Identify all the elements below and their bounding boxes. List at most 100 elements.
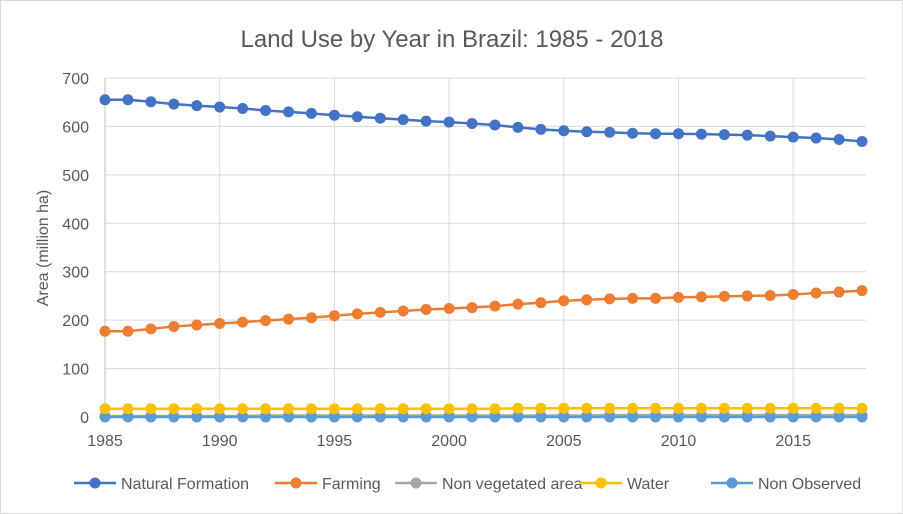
data-point	[718, 402, 730, 414]
legend-label: Natural Formation	[121, 476, 249, 493]
data-point	[351, 411, 363, 423]
data-point	[122, 411, 134, 423]
series-farming	[99, 285, 868, 337]
data-point	[374, 112, 386, 124]
data-point	[305, 312, 317, 324]
data-point	[443, 411, 455, 423]
data-point	[741, 290, 753, 302]
data-point	[351, 403, 363, 415]
data-point	[374, 306, 386, 318]
data-point	[764, 402, 776, 414]
data-point	[328, 109, 340, 121]
data-point	[168, 320, 180, 332]
legend-marker	[726, 477, 738, 489]
data-point	[489, 403, 501, 415]
data-point	[672, 402, 684, 414]
series-natural-formation	[99, 94, 868, 147]
data-point	[305, 411, 317, 423]
data-point	[397, 114, 409, 126]
data-point	[856, 411, 868, 423]
data-point	[466, 302, 478, 314]
data-point	[420, 303, 432, 315]
data-point	[145, 96, 157, 108]
data-point	[535, 411, 547, 423]
data-point	[512, 298, 524, 310]
data-point	[397, 305, 409, 317]
data-point	[558, 411, 570, 423]
legend-item: Water	[580, 476, 670, 493]
data-point	[581, 126, 593, 138]
data-point	[260, 411, 272, 423]
data-point	[741, 411, 753, 423]
data-point	[305, 107, 317, 119]
legend-item: Non vegetated area	[395, 476, 583, 493]
data-point	[443, 403, 455, 415]
y-tick-label: 100	[62, 362, 89, 379]
data-point	[420, 115, 432, 127]
data-point	[443, 116, 455, 128]
data-point	[787, 288, 799, 300]
data-point	[718, 129, 730, 141]
data-point	[214, 411, 226, 423]
data-point	[695, 291, 707, 303]
legend-label: Farming	[322, 476, 381, 493]
data-point	[512, 402, 524, 414]
data-point	[145, 323, 157, 335]
data-point	[99, 403, 111, 415]
y-axis-label: Area (million ha)	[35, 190, 52, 306]
data-point	[535, 402, 547, 414]
data-point	[122, 403, 134, 415]
data-point	[466, 403, 478, 415]
legend-marker	[595, 477, 607, 489]
data-point	[145, 403, 157, 415]
y-tick-label: 200	[62, 313, 89, 330]
data-point	[627, 292, 639, 304]
data-point	[650, 128, 662, 140]
data-point	[283, 313, 295, 325]
data-point	[856, 402, 868, 414]
data-point	[420, 403, 432, 415]
data-point	[305, 403, 317, 415]
data-point	[328, 411, 340, 423]
data-point	[627, 127, 639, 139]
data-point	[122, 325, 134, 337]
x-tick-label: 1990	[202, 433, 238, 450]
data-point	[650, 411, 662, 423]
data-point	[695, 402, 707, 414]
data-point	[191, 403, 203, 415]
data-point	[627, 402, 639, 414]
data-point	[581, 402, 593, 414]
x-tick-label: 2005	[546, 433, 582, 450]
data-point	[741, 402, 753, 414]
data-point	[604, 402, 616, 414]
data-point	[810, 132, 822, 144]
data-point	[764, 411, 776, 423]
legend-item: Farming	[275, 476, 381, 493]
legend-marker	[290, 477, 302, 489]
chart-title: Land Use by Year in Brazil: 1985 - 2018	[241, 26, 664, 53]
data-point	[810, 411, 822, 423]
data-point	[718, 411, 730, 423]
data-point	[260, 315, 272, 327]
data-point	[351, 111, 363, 123]
data-point	[328, 310, 340, 322]
data-point	[558, 295, 570, 307]
data-point	[397, 403, 409, 415]
data-point	[810, 287, 822, 299]
data-point	[443, 303, 455, 315]
data-point	[650, 292, 662, 304]
data-point	[787, 402, 799, 414]
data-point	[695, 411, 707, 423]
data-point	[558, 125, 570, 137]
data-point	[214, 101, 226, 113]
data-point	[604, 411, 616, 423]
data-point	[283, 106, 295, 118]
legend-label: Non Observed	[758, 476, 861, 493]
y-tick-label: 400	[62, 216, 89, 233]
data-point	[535, 297, 547, 309]
data-point	[650, 402, 662, 414]
data-point	[466, 118, 478, 130]
data-point	[512, 121, 524, 133]
data-point	[283, 411, 295, 423]
data-point	[856, 135, 868, 147]
